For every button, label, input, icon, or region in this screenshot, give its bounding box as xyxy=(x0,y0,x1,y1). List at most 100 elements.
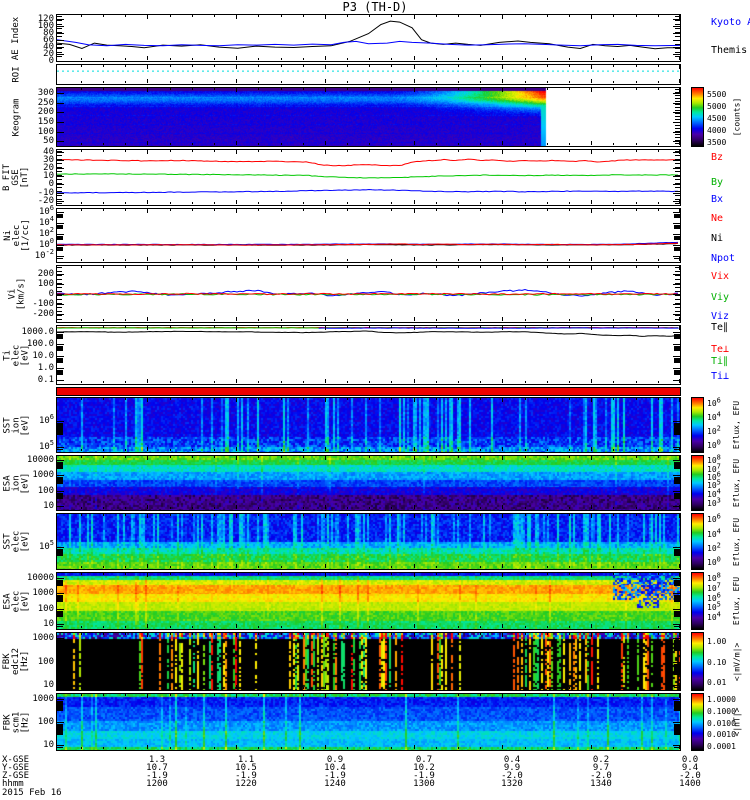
time-minor-tick xyxy=(170,626,171,628)
time-minor-tick xyxy=(658,566,659,568)
time-minor-tick xyxy=(480,58,481,60)
series-kyoto-ae xyxy=(57,39,680,47)
time-minor-tick xyxy=(658,507,659,509)
time-minor-tick xyxy=(347,514,348,516)
y-axis-label-text: SST ion [eV] xyxy=(2,414,31,436)
time-minor-tick xyxy=(303,209,304,211)
time-minor-tick xyxy=(125,449,126,451)
time-minor-tick xyxy=(547,456,548,458)
time-minor-tick xyxy=(480,687,481,689)
panel-vi xyxy=(56,265,681,323)
time-minor-tick xyxy=(325,694,326,696)
y-major-tick xyxy=(673,223,680,224)
time-minor-tick xyxy=(147,381,148,383)
time-minor-tick xyxy=(281,747,282,749)
time-minor-tick xyxy=(170,633,171,635)
time-minor-tick xyxy=(81,456,82,458)
time-minor-tick xyxy=(525,202,526,204)
y-axis-label-text: Ni elec [1/cc] xyxy=(2,219,31,252)
time-minor-tick xyxy=(436,566,437,568)
y-major-tick xyxy=(673,447,680,448)
y-axis-label-text: Ti elec [eV] xyxy=(2,344,31,366)
time-minor-tick xyxy=(591,143,592,145)
axis-row-label: X-GSE xyxy=(2,755,30,765)
time-minor-tick xyxy=(103,326,104,328)
time-minor-tick xyxy=(547,202,548,204)
y-major-tick xyxy=(57,356,64,357)
time-minor-tick xyxy=(103,88,104,90)
colorbar-tick-label: 104 xyxy=(707,487,721,499)
time-minor-tick xyxy=(591,209,592,211)
log-minor-ticks xyxy=(674,724,680,735)
line-chart-ni xyxy=(57,241,679,246)
time-minor-tick xyxy=(547,259,548,261)
time-minor-tick xyxy=(103,449,104,451)
colorbar-tick-label: 0.0001 xyxy=(707,742,736,751)
time-minor-tick xyxy=(391,626,392,628)
time-minor-tick xyxy=(81,88,82,90)
spectrogram-esa_elec xyxy=(57,573,680,629)
time-minor-tick xyxy=(281,81,282,83)
axis-value: -1.9 xyxy=(413,771,435,781)
time-minor-tick xyxy=(547,398,548,400)
y-axis-label-text: FBK scm1 [Hz] xyxy=(2,711,31,733)
time-minor-tick xyxy=(547,266,548,268)
time-minor-tick xyxy=(325,88,326,90)
time-minor-tick xyxy=(547,514,548,516)
time-minor-tick xyxy=(147,58,148,60)
time-minor-tick xyxy=(369,150,370,152)
time-minor-tick xyxy=(236,626,237,628)
time-minor-tick xyxy=(436,381,437,383)
axis-value: -1.9 xyxy=(146,771,168,781)
time-minor-tick xyxy=(658,266,659,268)
time-minor-tick xyxy=(303,456,304,458)
time-minor-tick xyxy=(502,573,503,575)
time-minor-tick xyxy=(103,694,104,696)
time-minor-tick xyxy=(281,15,282,17)
colorbar-tick-label: 105 xyxy=(707,478,721,490)
minor-tick-comb xyxy=(675,89,680,145)
time-minor-tick xyxy=(170,202,171,204)
time-minor-tick xyxy=(214,266,215,268)
time-minor-tick xyxy=(325,150,326,152)
time-minor-tick xyxy=(281,398,282,400)
time-minor-tick xyxy=(436,15,437,17)
y-tick-label: -20 xyxy=(37,196,54,206)
y-tick-label: 200 xyxy=(37,269,54,279)
time-minor-tick xyxy=(147,150,148,152)
time-major-tick xyxy=(325,398,326,402)
y-tick-label: 105 xyxy=(38,539,54,552)
time-major-tick xyxy=(414,209,415,213)
time-minor-tick xyxy=(325,143,326,145)
time-minor-tick xyxy=(147,143,148,145)
time-minor-tick xyxy=(258,266,259,268)
time-minor-tick xyxy=(236,381,237,383)
time-major-tick xyxy=(236,573,237,577)
time-minor-tick xyxy=(458,65,459,67)
y-major-tick xyxy=(57,491,64,492)
y-tick-label: 10 xyxy=(43,740,54,750)
esa_elec-y-axis-label: ESA elec [eV] xyxy=(0,572,34,630)
time-minor-tick xyxy=(480,573,481,575)
log-minor-ticks xyxy=(674,640,680,651)
time-minor-tick xyxy=(170,507,171,509)
time-minor-tick xyxy=(458,687,459,689)
time-minor-tick xyxy=(391,81,392,83)
time-minor-tick xyxy=(369,259,370,261)
y-major-tick xyxy=(57,93,64,94)
time-major-tick xyxy=(325,633,326,637)
time-minor-tick xyxy=(391,456,392,458)
time-minor-tick xyxy=(591,381,592,383)
time-minor-tick xyxy=(303,81,304,83)
time-major-tick xyxy=(325,88,326,92)
colorbar-tick-label: 105 xyxy=(707,600,721,612)
time-minor-tick xyxy=(236,150,237,152)
time-minor-tick xyxy=(214,687,215,689)
time-minor-tick xyxy=(414,626,415,628)
log-minor-ticks xyxy=(57,247,63,251)
time-minor-tick xyxy=(458,202,459,204)
series-themis-ae xyxy=(57,20,680,50)
time-minor-tick xyxy=(636,694,637,696)
time-minor-tick xyxy=(170,694,171,696)
y-major-tick xyxy=(673,685,680,686)
